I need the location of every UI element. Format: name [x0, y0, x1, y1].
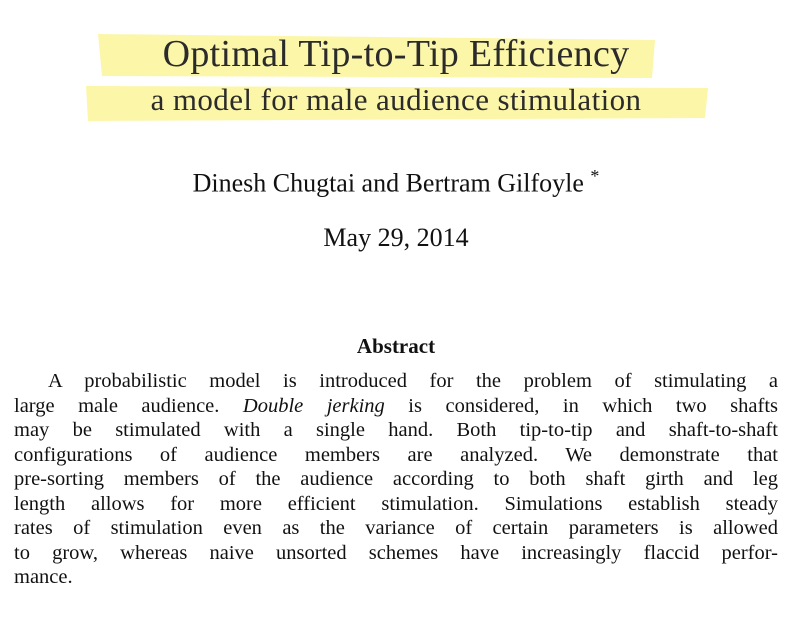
authors-line: Dinesh Chugtai and Bertram Gilfoyle *: [0, 166, 792, 199]
abstract-line: pre-sorting members of the audience acco…: [14, 467, 778, 491]
subtitle-highlight: [86, 86, 708, 121]
date: May 29, 2014: [323, 223, 469, 252]
text: may be stimulated with a single hand. Bo…: [14, 419, 778, 441]
author-note-mark: *: [590, 166, 600, 186]
title-highlight: [98, 34, 655, 78]
title: Optimal Tip-to-Tip Efficiency: [162, 33, 630, 75]
text: to grow, whereas naive unsorted schemes …: [14, 542, 778, 564]
abstract-line: mance.: [14, 565, 778, 589]
text: length allows for more efficient stimula…: [14, 493, 778, 515]
abstract-line: A probabilistic model is introduced for …: [48, 369, 778, 393]
text: configurations of audience members are a…: [14, 444, 778, 466]
abstract-line: may be stimulated with a single hand. Bo…: [14, 418, 778, 442]
text: pre-sorting members of the audience acco…: [14, 468, 778, 490]
text: mance.: [14, 566, 73, 588]
abstract-line: large male audience. Double jerking is c…: [14, 394, 778, 418]
text: rates of stimulation even as the varianc…: [14, 517, 778, 539]
emphasis: Double jerking: [242, 395, 385, 417]
text: A probabilistic model is introduced for …: [48, 370, 778, 392]
text: large male audience.: [14, 395, 243, 417]
abstract-line: rates of stimulation even as the varianc…: [14, 516, 778, 540]
highlights: [86, 34, 708, 121]
abstract-line: length allows for more efficient stimula…: [14, 492, 778, 516]
text: is considered, in which two shafts: [384, 395, 779, 417]
abstract-heading: Abstract: [356, 334, 436, 358]
subtitle: a model for male audience stimulation: [150, 82, 642, 117]
abstract-line: to grow, whereas naive unsorted schemes …: [14, 541, 778, 565]
authors: Dinesh Chugtai and Bertram Gilfoyle: [192, 168, 584, 198]
abstract-line: configurations of audience members are a…: [14, 443, 778, 467]
